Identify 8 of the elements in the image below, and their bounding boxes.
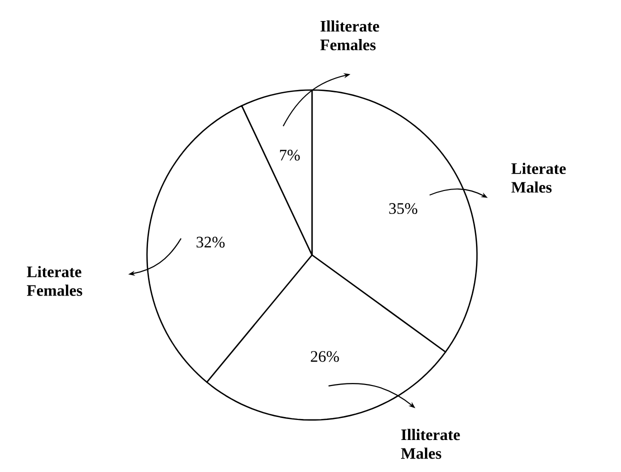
slice-label: Literate Males [511,162,566,193]
slice-label: Literate Females [26,266,82,296]
slice-label: Illiterate Females [320,20,380,50]
data-label: 7% [280,150,300,161]
data-label: 32% [196,236,225,248]
data-label: 35% [389,203,418,214]
slice-label: Illiterate Males [401,428,460,459]
data-label: 26% [310,351,339,362]
